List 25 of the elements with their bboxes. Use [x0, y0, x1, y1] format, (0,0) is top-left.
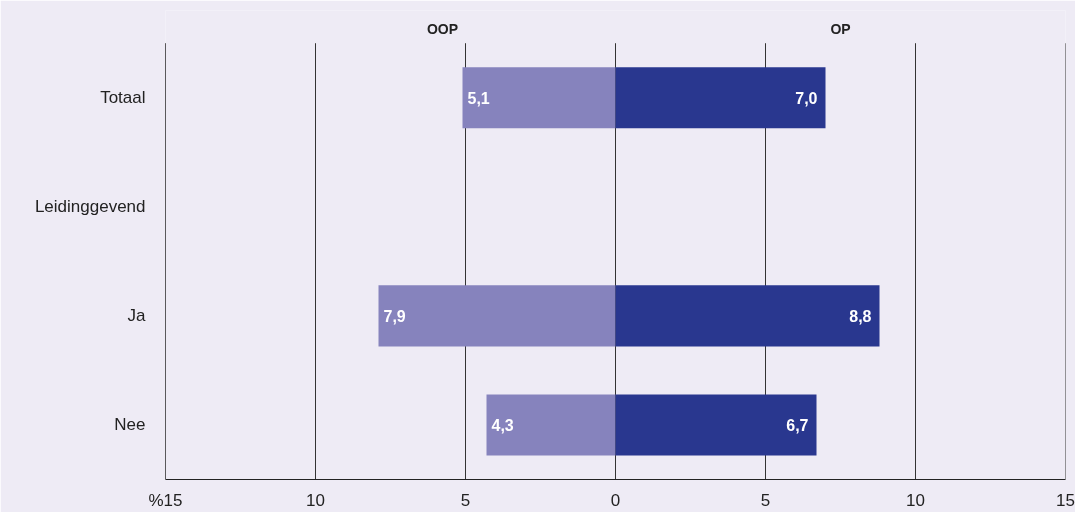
x-tick-label: 0	[610, 490, 621, 510]
x-tick-label: %15	[148, 490, 183, 510]
data-label: 6,7	[786, 416, 809, 434]
x-tick-label: 5	[760, 490, 771, 510]
bar	[378, 285, 616, 347]
bar	[615, 67, 826, 129]
x-tick-label: 5	[460, 490, 471, 510]
y-tick-label: Leidinggevend	[34, 197, 146, 217]
text: OOP	[426, 21, 459, 38]
data-label: 4,3	[491, 416, 514, 434]
y-tick-label: Ja	[127, 306, 147, 326]
y-tick-label: Nee	[114, 415, 146, 435]
bar	[462, 67, 616, 129]
data-label: 5,1	[467, 89, 490, 107]
data-label: 7,9	[383, 307, 406, 325]
x-tick-label: 10	[906, 490, 925, 510]
bar	[486, 394, 616, 456]
data-label: 7,0	[795, 89, 818, 107]
x-tick-label: 10	[306, 490, 325, 510]
y-tick-label: Totaal	[100, 88, 146, 108]
bar	[615, 394, 817, 456]
x-tick-label: 15	[1056, 490, 1075, 510]
text: OP	[830, 21, 851, 38]
bar	[615, 285, 880, 347]
data-label: 8,8	[849, 307, 872, 325]
